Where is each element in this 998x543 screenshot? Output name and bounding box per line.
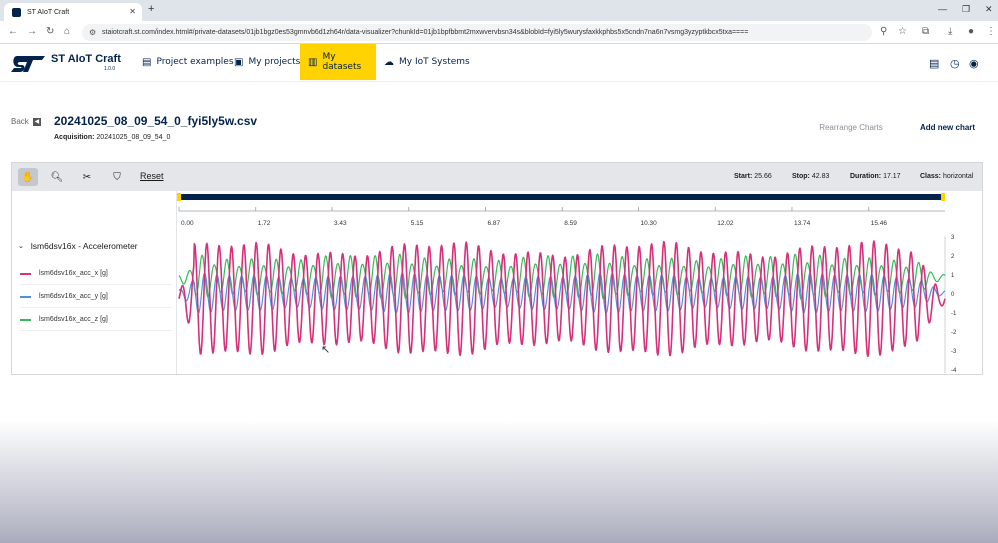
st-logo-icon[interactable]: [11, 56, 45, 72]
legend-item[interactable]: lsm6dsv16x_acc_x [g]: [20, 263, 172, 285]
pan-hand-icon[interactable]: ✋: [18, 168, 38, 186]
brush-handle-left[interactable]: [177, 193, 181, 201]
y-tick-label: 3: [951, 235, 955, 241]
stop-info: Stop: 42.83: [792, 173, 830, 180]
class-info: Class: horizontal: [920, 173, 974, 180]
document-icon[interactable]: ▤: [929, 58, 940, 70]
series-line-acc-y: [178, 272, 946, 314]
y-tick-label: 2: [951, 254, 955, 260]
start-info: Start: 25.66: [734, 173, 772, 180]
y-tick-label: -3: [951, 349, 957, 355]
address-bar-row: ← → ↻ ⌂ ⚙ staiotcraft.st.com/index.html#…: [0, 21, 998, 44]
clipboard-icon: ▤: [142, 56, 152, 68]
y-tick-label: 0: [951, 292, 955, 298]
brush-handle-right[interactable]: [941, 193, 945, 201]
acquisition-info: Acquisition: 20241025_08_09_54_0: [54, 134, 171, 141]
chart-toolbar: ✋ 🔍︎ ✂ ⛉ Reset Start: 25.66 Stop: 42.83 …: [12, 163, 982, 191]
add-new-chart-button[interactable]: Add new chart: [912, 118, 983, 138]
page-title: 20241025_08_09_54_0_fyi5ly5w.csv: [54, 114, 258, 128]
y-tick-label: 1: [951, 273, 955, 279]
x-tick-label: 12.02: [717, 220, 734, 227]
duration-info: Duration: 17.17: [850, 173, 901, 180]
zoom-icon[interactable]: ⚲: [880, 26, 888, 37]
browser-tab[interactable]: ST AIoT Craft ✕: [4, 3, 142, 21]
forward-arrow-icon[interactable]: →: [27, 26, 37, 37]
nav-my-iot-systems[interactable]: ☁ My IoT Systems: [384, 56, 470, 68]
app-version: 1.0.0: [104, 66, 116, 72]
download-icon[interactable]: ⤓: [948, 26, 953, 37]
y-tick-label: -1: [951, 311, 957, 317]
reset-button[interactable]: Reset: [140, 171, 164, 181]
series-line-acc-x: [178, 240, 946, 358]
dashboard-gauge-icon[interactable]: ◷: [950, 58, 960, 70]
url-field[interactable]: ⚙ staiotcraft.st.com/index.html#/private…: [82, 24, 872, 41]
tag-icon[interactable]: ⛉: [113, 171, 121, 183]
nav-project-examples[interactable]: ▤ Project examples: [142, 56, 234, 68]
x-tick-label: 5.15: [411, 220, 424, 227]
series-swatch: [20, 272, 31, 275]
brand-name: ST AIoT Craft: [51, 53, 121, 65]
chevron-down-icon: ⌄: [18, 243, 24, 250]
series-swatch: [20, 318, 31, 321]
close-tab-icon[interactable]: ✕: [129, 7, 136, 16]
chart-icon: ▥: [308, 56, 318, 68]
tab-title: ST AIoT Craft: [27, 8, 70, 16]
y-tick-label: -4: [951, 368, 957, 374]
nav-my-datasets[interactable]: ▥ My datasets: [300, 44, 376, 80]
maximize-icon[interactable]: ❐: [962, 4, 971, 14]
minimize-icon[interactable]: —: [938, 4, 947, 14]
bookmark-star-icon[interactable]: ☆: [898, 26, 907, 37]
back-arrow-icon[interactable]: ←: [8, 26, 18, 37]
rearrange-charts-button[interactable]: Rearrange Charts: [809, 118, 893, 138]
scissors-icon[interactable]: ✂: [82, 171, 92, 183]
y-tick-label: -2: [951, 330, 957, 336]
legend-item[interactable]: lsm6dsv16x_acc_z [g]: [20, 309, 172, 331]
zoom-icon[interactable]: 🔍︎: [50, 171, 64, 183]
profile-icon[interactable]: ●: [968, 26, 975, 37]
user-account-icon[interactable]: ◉: [969, 58, 979, 70]
site-info-icon[interactable]: ⚙: [89, 28, 97, 37]
close-window-icon[interactable]: ✕: [985, 4, 993, 14]
accelerometer-chart[interactable]: 0.00 1.72 3.43 5.15 6.87 8.59 10.30 12.02 13.74 1…: [177, 191, 981, 374]
sensor-legend: ⌄ lsm6dsv16x - Accelerometer lsm6dsv16x_…: [12, 191, 177, 374]
url-text: staiotcraft.st.com/index.html#/private-d…: [102, 29, 749, 36]
series-swatch: [20, 295, 31, 298]
time-brush-bar: [179, 194, 945, 200]
nav-my-projects[interactable]: ▣ My projects: [234, 56, 301, 68]
folder-icon: ▣: [234, 56, 244, 68]
chart-panel: ✋ 🔍︎ ✂ ⛉ Reset Start: 25.66 Stop: 42.83 …: [11, 162, 983, 375]
bottom-shade: [0, 420, 998, 543]
x-tick-label: 6.87: [487, 220, 500, 227]
legend-item[interactable]: lsm6dsv16x_acc_y [g]: [20, 286, 172, 308]
x-tick-label: 13.74: [794, 220, 811, 227]
home-icon[interactable]: ⌂: [64, 26, 71, 37]
x-tick-label: 10.30: [641, 220, 658, 227]
x-tick-label: 1.72: [258, 220, 271, 227]
browser-tab-bar: ST AIoT Craft ✕ + — ❐ ✕: [0, 0, 998, 21]
mouse-cursor-icon: ↖: [321, 344, 331, 356]
browser-menu-icon[interactable]: ⋮: [986, 26, 996, 37]
x-tick-label: 0.00: [181, 220, 194, 227]
reload-icon[interactable]: ↻: [46, 26, 55, 37]
cloud-icon: ☁: [384, 56, 394, 68]
back-chevron-icon: ◀: [32, 117, 41, 126]
st-favicon-icon: [12, 7, 21, 17]
back-button[interactable]: Back ◀: [11, 117, 41, 126]
sensor-group-header[interactable]: ⌄ lsm6dsv16x - Accelerometer: [18, 241, 138, 251]
x-tick-label: 15.46: [871, 220, 888, 227]
app-header: ST AIoT Craft 1.0.0 ▤ Project examples ▣…: [0, 44, 998, 82]
x-tick-label: 8.59: [564, 220, 577, 227]
new-tab-icon[interactable]: +: [148, 3, 155, 15]
x-tick-label: 3.43: [334, 220, 347, 227]
extensions-icon[interactable]: ⧉: [922, 26, 930, 37]
